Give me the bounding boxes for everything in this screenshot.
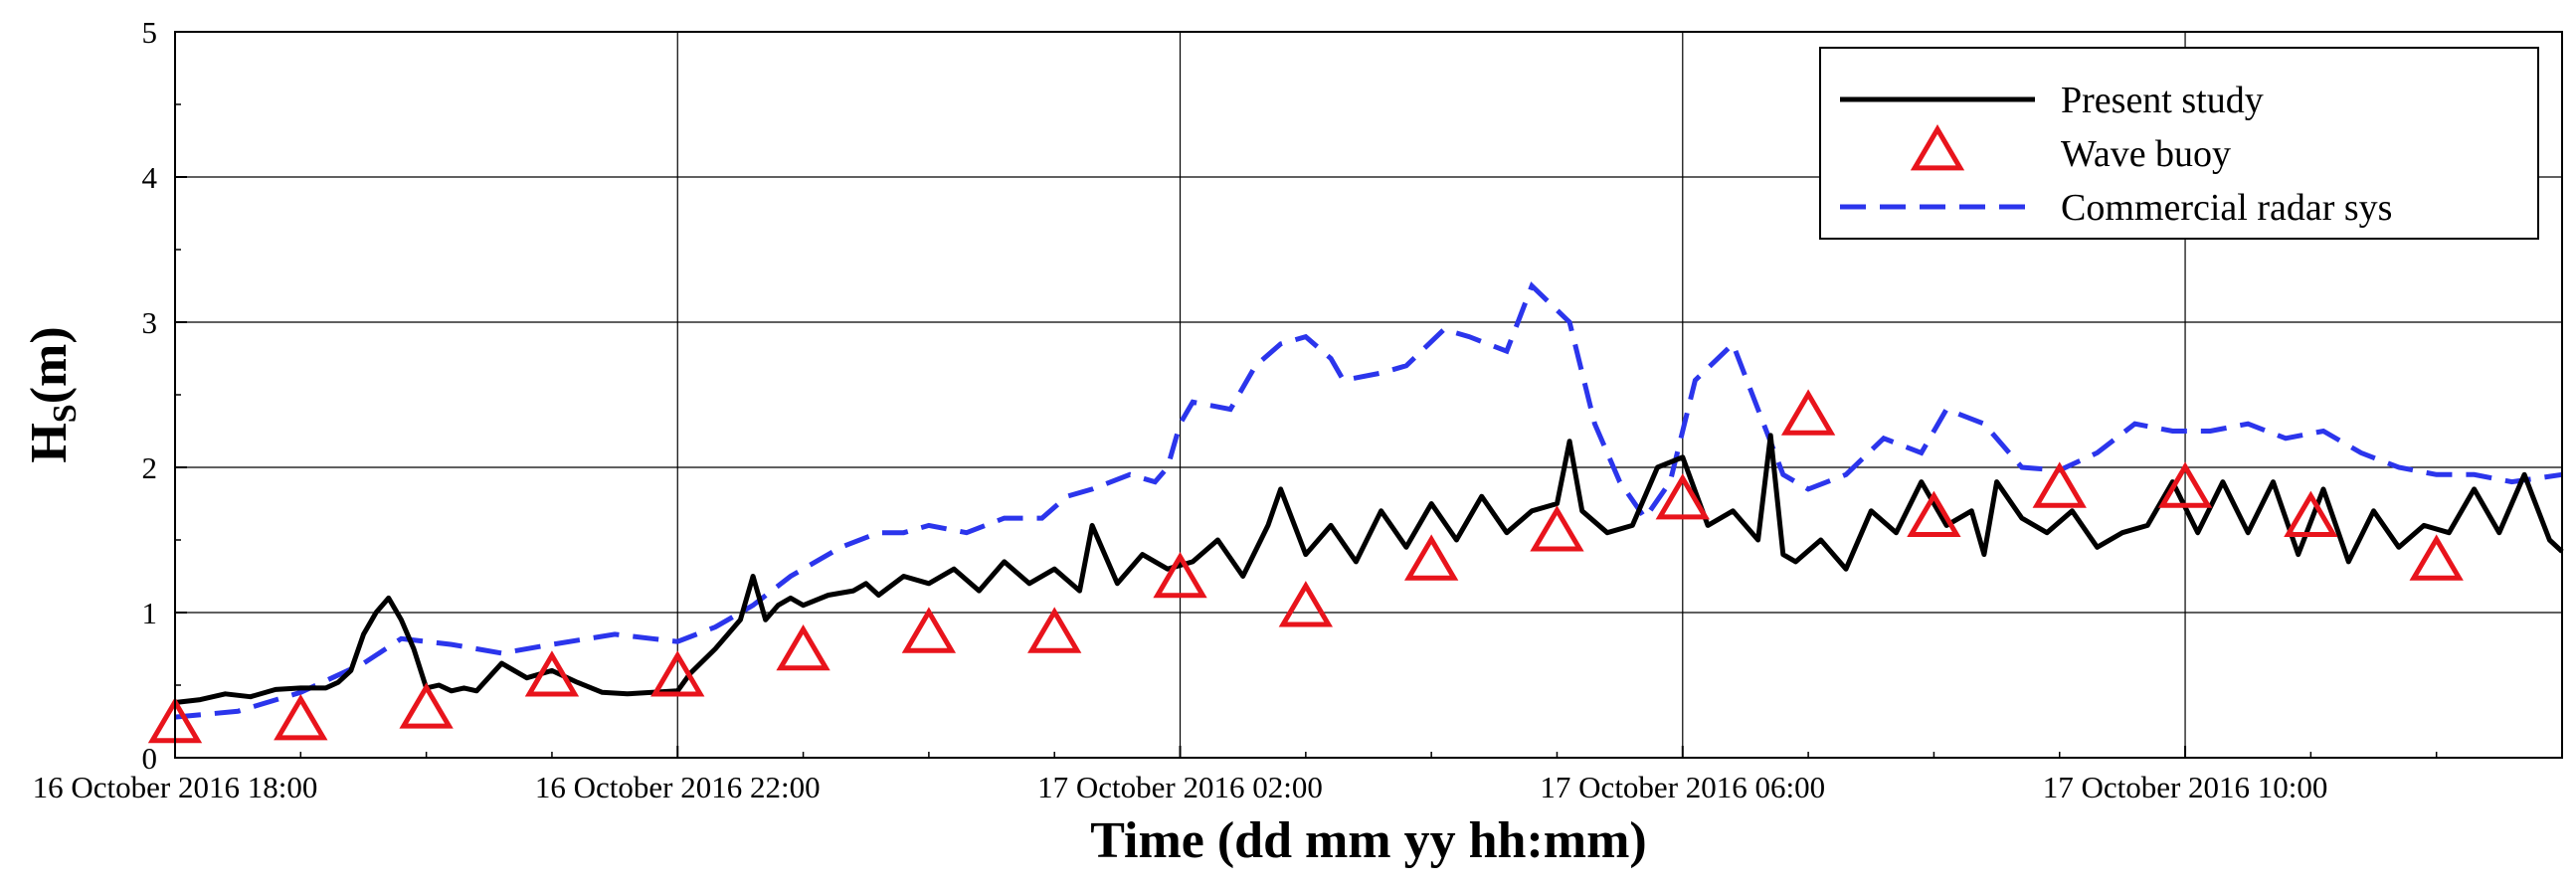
- y-axis-title-unit: (m): [21, 326, 78, 404]
- x-tick-label: 17 October 2016 02:00: [1037, 770, 1323, 804]
- series-layer: [147, 281, 2564, 744]
- series-wave-buoy: [147, 389, 2464, 744]
- x-tick-label: 17 October 2016 10:00: [2043, 770, 2328, 804]
- wave-buoy-marker: [1153, 551, 1207, 599]
- x-tick-label: 16 October 2016 22:00: [535, 770, 821, 804]
- wave-buoy-marker: [901, 607, 957, 653]
- series-line: [174, 433, 2564, 705]
- wave-buoy-marker: [1403, 534, 1459, 581]
- legend: Present study Wave buoy Commercial radar…: [1819, 47, 2539, 240]
- wave-buoy-marker: [2284, 490, 2338, 537]
- y-axis-title-main: H: [21, 423, 78, 462]
- wave-buoy-marker: [1907, 490, 1961, 537]
- y-tick-label: 1: [142, 596, 158, 630]
- wave-buoy-marker: [2157, 461, 2213, 508]
- wave-buoy-marker: [776, 623, 830, 671]
- wave-buoy-marker: [1780, 389, 1836, 436]
- wave-buoy-marker: [1655, 473, 1710, 520]
- wave-buoy-marker: [1027, 607, 1082, 653]
- wave-buoy-marker: [524, 650, 580, 697]
- wave-buoy-marker: [1530, 505, 1584, 552]
- x-tick-label: 17 October 2016 06:00: [1540, 770, 1825, 804]
- y-tick-label: 5: [142, 15, 158, 50]
- y-tick-label: 4: [142, 160, 158, 195]
- wave-buoy-marker: [399, 682, 454, 729]
- y-tick-label: 2: [142, 450, 158, 485]
- series-line: [174, 281, 2563, 720]
- series-present-study: [174, 433, 2564, 705]
- wave-buoy-marker: [650, 650, 705, 697]
- y-axis-title: HS(m): [21, 326, 84, 462]
- wave-buoy-marker: [2032, 461, 2087, 508]
- legend-label-present-study: Present study: [2061, 80, 2264, 121]
- y-tick-label: 3: [142, 305, 158, 340]
- x-tick-label: 16 October 2016 18:00: [33, 770, 318, 804]
- legend-label-commercial-radar: Commercial radar sys: [2061, 187, 2392, 229]
- y-axis-title-sub: S: [47, 404, 84, 423]
- wave-buoy-marker: [2409, 534, 2464, 581]
- legend-symbol-wave-buoy: [1910, 124, 1965, 171]
- x-axis-title: Time (dd mm yy hh:mm): [1090, 812, 1646, 869]
- legend-label-wave-buoy: Wave buoy: [2061, 133, 2231, 175]
- wave-buoy-marker: [274, 694, 328, 741]
- series-commercial-radar-sys: [174, 281, 2563, 720]
- wave-buoy-marker: [1278, 581, 1334, 627]
- y-tick-label: 0: [142, 741, 158, 776]
- axis-ticks: 16 October 2016 18:00 16 October 2016 22:…: [33, 15, 2563, 804]
